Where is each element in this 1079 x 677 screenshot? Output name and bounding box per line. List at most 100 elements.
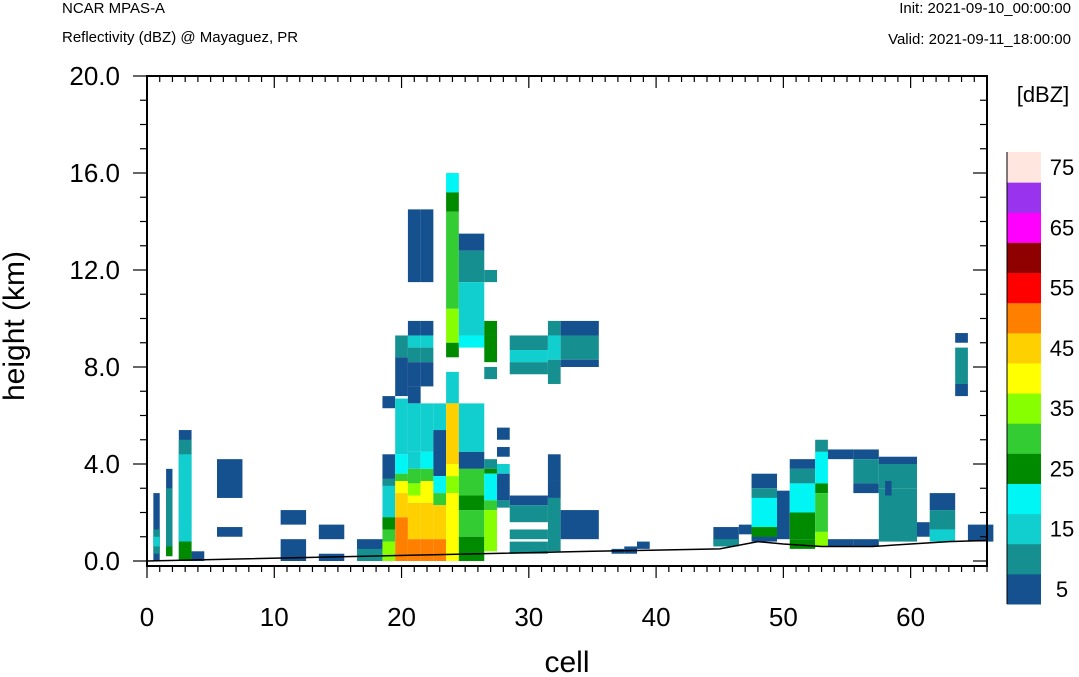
reflectivity-cell	[420, 451, 434, 469]
reflectivity-cell	[446, 173, 459, 193]
reflectivity-cell	[547, 480, 561, 498]
colorbar-bin	[1007, 272, 1041, 304]
reflectivity-cell	[357, 539, 383, 552]
reflectivity-cell	[446, 342, 459, 358]
reflectivity-cell	[446, 476, 459, 494]
reflectivity-cell	[497, 473, 510, 501]
colorbar-bin	[1007, 423, 1041, 454]
reflectivity-cell	[560, 359, 599, 367]
reflectivity-cell	[815, 439, 828, 452]
reflectivity-cell	[382, 478, 396, 486]
reflectivity-cell	[458, 510, 485, 537]
colorbar-bin	[1007, 543, 1041, 575]
reflectivity-cell	[458, 250, 485, 283]
reflectivity-cell	[853, 459, 879, 484]
reflectivity-cell	[382, 454, 396, 486]
reflectivity-cell	[547, 335, 561, 360]
reflectivity-cell	[637, 541, 650, 549]
reflectivity-cell	[853, 483, 879, 494]
reflectivity-cell	[395, 357, 408, 397]
reflectivity-cell	[446, 403, 459, 464]
reflectivity-cell	[815, 483, 828, 494]
reflectivity-cell	[178, 522, 192, 542]
colorbar-label: 75	[1050, 155, 1074, 180]
reflectivity-cell	[433, 539, 447, 561]
reflectivity-cell	[955, 383, 968, 397]
reflectivity-cell	[446, 507, 459, 532]
x-tick-label: 10	[260, 602, 289, 632]
reflectivity-cell	[357, 548, 383, 561]
reflectivity-cell	[547, 497, 561, 552]
reflectivity-cell	[484, 500, 497, 511]
reflectivity-cell	[815, 531, 828, 547]
reflectivity-cell	[382, 396, 396, 409]
reflectivity-cell	[395, 480, 408, 494]
reflectivity-cell	[458, 282, 485, 336]
x-tick-label: 0	[140, 602, 154, 632]
reflectivity-cell	[407, 403, 421, 452]
reflectivity-cell	[395, 517, 408, 561]
reflectivity-cell	[458, 233, 485, 251]
colorbar-bin	[1007, 302, 1041, 334]
colorbar-bin	[1007, 513, 1041, 545]
reflectivity-cell	[420, 539, 434, 561]
y-tick-labels: 0.0 4.0 8.0 12.0 16.0 20.0	[69, 61, 120, 576]
reflectivity-cell	[509, 362, 548, 375]
y-tick-label: 20.0	[69, 61, 120, 91]
reflectivity-cell	[446, 464, 459, 477]
colorbar-bin	[1007, 182, 1041, 213]
reflectivity-cell	[497, 464, 510, 474]
model-title: NCAR MPAS-A	[62, 0, 166, 17]
colorbar-label: 45	[1050, 336, 1074, 361]
reflectivity-cell	[446, 531, 459, 561]
reflectivity-cell	[929, 510, 956, 530]
reflectivity-cell	[407, 483, 421, 496]
reflectivity-cell	[433, 476, 447, 494]
field-subtitle: Reflectivity (dBZ) @ Mayaguez, PR	[62, 29, 299, 46]
reflectivity-cell	[407, 451, 421, 469]
colorbar-label: 35	[1050, 396, 1074, 421]
reflectivity-cell	[395, 335, 408, 358]
reflectivity-cell	[217, 459, 243, 498]
reflectivity-cell	[407, 539, 421, 561]
reflectivity-cell	[789, 468, 816, 484]
terrain	[146, 539, 988, 562]
reflectivity-cell	[967, 524, 994, 542]
colorbar-label: 25	[1050, 456, 1074, 481]
reflectivity-cell	[853, 539, 879, 547]
x-tick-label: 30	[514, 602, 543, 632]
colorbar: 5 15 25 35 45 55 65 75	[1006, 152, 1074, 605]
reflectivity-cell	[547, 359, 561, 384]
colorbar-bin	[1007, 332, 1041, 364]
reflectivity-cell	[407, 335, 421, 348]
colorbar-bin	[1007, 242, 1041, 274]
reflectivity-cell	[407, 320, 421, 336]
reflectivity-cell	[420, 362, 434, 387]
reflectivity-cell	[497, 427, 510, 440]
colorbar-bin	[1007, 362, 1041, 394]
reflectivity-cell	[446, 192, 459, 212]
y-tick-label: 12.0	[69, 255, 120, 285]
reflectivity-cell	[738, 524, 752, 535]
reflectivity-cell	[751, 497, 777, 528]
x-tick-label: 40	[642, 602, 671, 632]
reflectivity-cell	[280, 539, 307, 561]
colorbar-bin	[1007, 212, 1041, 243]
reflectivity-cell	[446, 211, 459, 309]
colorbar-label: 55	[1050, 276, 1074, 301]
reflectivity-cell	[484, 367, 497, 380]
reflectivity-cell	[497, 500, 510, 508]
reflectivity-cell	[420, 403, 434, 452]
reflectivity-cell	[382, 529, 396, 542]
reflectivity-cell	[153, 536, 160, 547]
reflectivity-cell	[433, 430, 447, 477]
reflectivity-cell	[484, 335, 497, 363]
reflectivity-cell	[433, 493, 447, 506]
reflectivity-cell	[407, 362, 421, 387]
reflectivity-cell	[509, 335, 548, 351]
reflectivity-cell	[420, 320, 434, 336]
reflectivity-cell	[878, 488, 917, 542]
reflectivity-cell	[433, 403, 447, 431]
colorbar-bin	[1007, 573, 1041, 605]
